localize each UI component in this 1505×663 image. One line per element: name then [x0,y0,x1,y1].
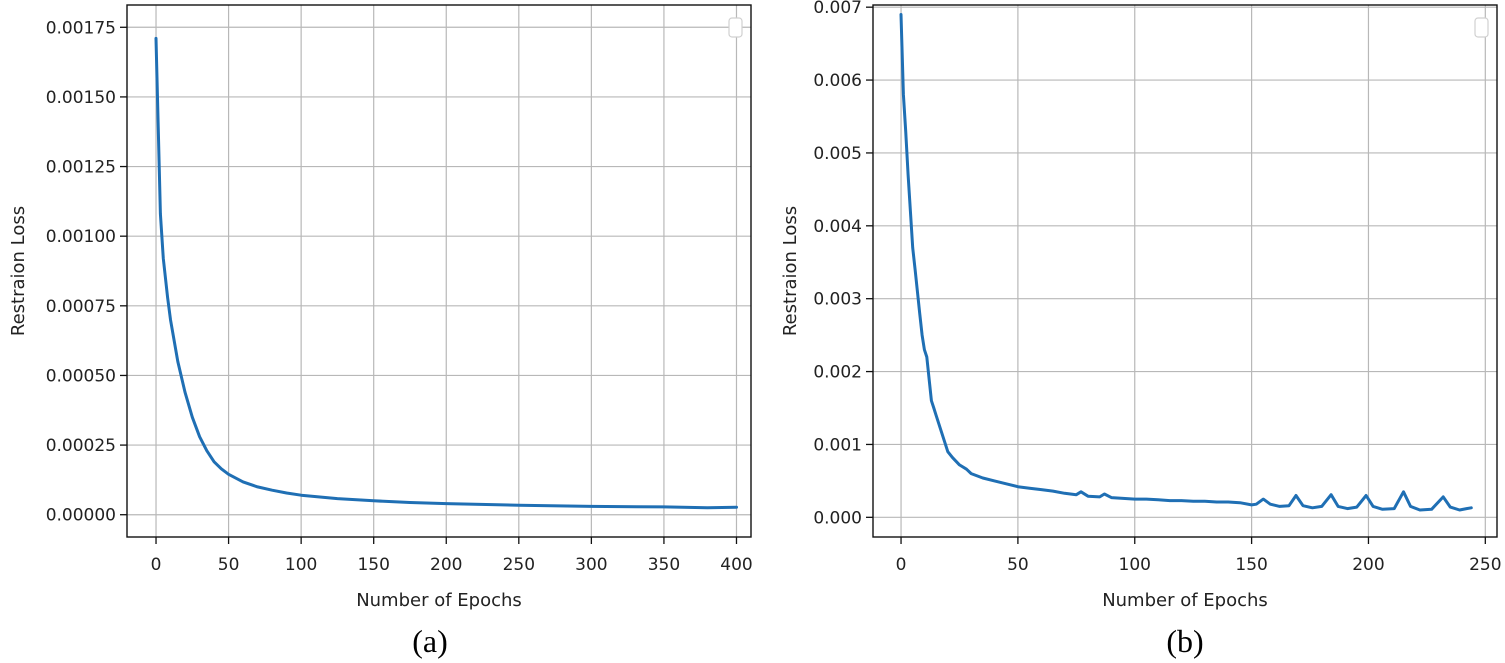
y-tick-label: 0.000 [813,508,862,528]
y-tick-label: 0.00175 [46,18,116,38]
panel-b-legend-box [1474,17,1489,38]
panel-b-series [899,13,1473,512]
panel-b-ticks: 0 50 100 150 200 250 0.000 0.001 0.002 0.003 0.004… [813,0,1501,575]
panel-a-grid [127,5,751,537]
x-tick-label: 0 [896,555,907,575]
panel-a-legend-box [728,17,743,38]
y-tick-label: 0.00125 [46,158,116,178]
panel-a-series [154,36,738,510]
panel-a-frame [126,4,752,538]
y-tick-label: 0.003 [813,290,862,310]
x-tick-label: 150 [357,555,389,575]
panel-b-grid [873,5,1497,537]
panel-a-caption: (a) [412,623,448,659]
y-tick-label: 0.005 [813,144,862,164]
y-tick-label: 0.006 [813,71,862,91]
loss-series-line [154,36,738,510]
panel-b: 0 50 100 150 200 250 0.000 0.001 0.002 0.003 0.004… [780,0,1502,659]
panel-b-caption: (b) [1166,623,1203,659]
x-tick-label: 200 [430,555,462,575]
y-tick-label: 0.00000 [46,506,116,526]
y-tick-label: 0.00050 [46,366,116,386]
y-tick-label: 0.00075 [46,297,116,317]
y-tick-label: 0.00025 [46,436,116,456]
x-tick-label: 50 [1007,555,1029,575]
panel-b-x-axis-title: Number of Epochs [1102,590,1268,611]
panel-a-y-axis-title: Restraion Loss [8,206,29,336]
panel-a-x-axis-title: Number of Epochs [356,590,522,611]
x-tick-label: 400 [720,555,752,575]
x-tick-label: 350 [648,555,680,575]
y-tick-label: 0.002 [813,363,862,383]
panel-a: 0 50 100 150 200 250 300 350 400 0.00000 0.00025 0.… [8,4,753,659]
x-tick-label: 50 [218,555,240,575]
x-tick-label: 0 [151,555,162,575]
panel-a-ticks: 0 50 100 150 200 250 300 350 400 0.00000 0.00025 0.… [46,18,753,575]
x-tick-label: 150 [1235,555,1267,575]
panel-b-frame [872,4,1498,538]
panel-b-y-axis-title: Restraion Loss [780,206,801,336]
y-tick-label: 0.007 [813,0,862,18]
x-tick-label: 250 [503,555,535,575]
x-tick-label: 100 [1119,555,1151,575]
y-tick-label: 0.00100 [46,227,116,247]
loss-series-line [899,13,1473,512]
x-tick-label: 250 [1469,555,1501,575]
y-tick-label: 0.001 [813,435,862,455]
x-tick-label: 100 [285,555,317,575]
y-tick-label: 0.004 [813,217,862,237]
x-tick-label: 300 [575,555,607,575]
x-tick-label: 200 [1352,555,1384,575]
y-tick-label: 0.00150 [46,88,116,108]
